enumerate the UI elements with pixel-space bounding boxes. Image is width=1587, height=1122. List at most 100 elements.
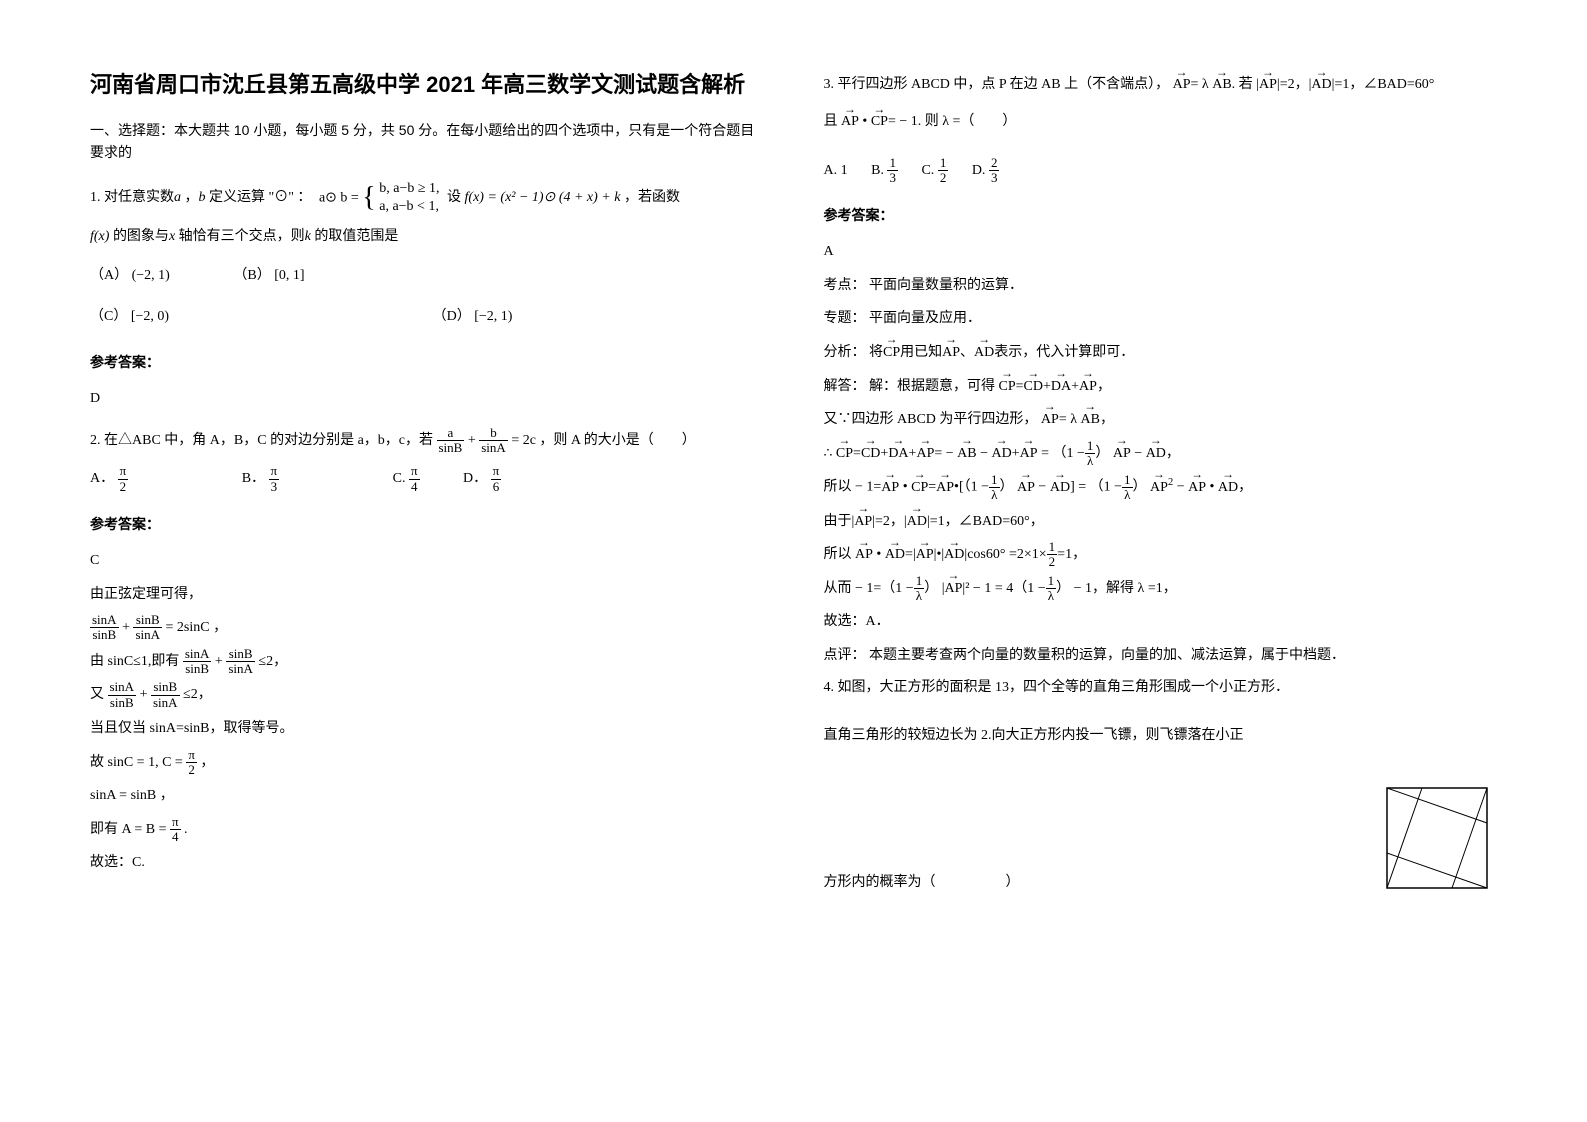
q2-optA-den: 2 — [118, 480, 129, 494]
q2-l3-f2n: sinB — [226, 647, 255, 662]
q3-option-c: C. 12 — [921, 154, 948, 188]
q3-l10b: （1 − — [881, 581, 913, 596]
question-3: 3. 平行四边形 ABCD 中，点 P 在边 AB 上（不含端点）， AP= λ… — [824, 70, 1498, 101]
q1-mid1: ， — [181, 190, 199, 205]
q2-optD-num: π — [491, 464, 502, 479]
q1-fx: f(x) = (x² − 1)⊙ (4 + x) + k — [465, 190, 621, 205]
q2-l4-plus: + — [140, 687, 148, 702]
q1-case-a: b, a−b ≥ 1, — [379, 181, 439, 196]
q2-answer-head: 参考答案： — [90, 514, 764, 534]
q2-l2-f1d: sinB — [90, 628, 119, 642]
question-4-row: 方形内的概率为（ ） — [824, 778, 1498, 908]
q2-l4-f2d: sinA — [151, 696, 180, 710]
question-4-line2: 直角三角形的较短边长为 2.向大正方形内投一飞镖，则飞镖落在小正 — [824, 721, 1498, 752]
square-diagram — [1367, 778, 1497, 908]
question-4-line1: 4. 如图，大正方形的面积是 13，四个全等的直角三角形围成一个小正方形． — [824, 673, 1498, 704]
q3-l7h: = （1 − — [1078, 480, 1122, 495]
q2-l6-num: π — [186, 748, 197, 763]
q3-l7a: 所以 − 1= — [824, 480, 882, 495]
q3-l2c: = − 1. 则 λ =（ ） — [888, 114, 1016, 129]
q3-l7fn2: 1 — [1122, 473, 1133, 488]
q3-l7fd: λ — [989, 488, 1000, 502]
q3-l6eqC: = （1 − — [1041, 446, 1085, 461]
vec-ap-2: AP — [1259, 70, 1277, 101]
q2-l3-f1n: sinA — [183, 647, 212, 662]
q1-option-c: （C） [−2, 0) — [90, 300, 169, 334]
q2-prefix: 2. 在△ABC 中，角 A，B，C 的对边分别是 a，b，c，若 — [90, 433, 433, 448]
vec-ap-12: AP — [1017, 471, 1035, 505]
q3-l7c: = — [928, 480, 936, 495]
q2-optA-num: π — [118, 464, 129, 479]
q3-l7g: ] — [1070, 480, 1075, 495]
q1-l2d: 轴恰有三个交点，则 — [175, 229, 305, 244]
document-title: 河南省周口市沈丘县第五高级中学 2021 年高三数学文测试题含解析 — [90, 70, 764, 101]
q2-l3-suf: ≤2， — [258, 654, 287, 669]
q3-l6plus: + — [1012, 446, 1020, 461]
q2-frac-b: bsinA — [479, 426, 508, 456]
question-1: 1. 对任意实数a ，b 定义运算 "⊙" ： a⊙ b = { b, a−b … — [90, 180, 764, 216]
q2-optC-num: π — [409, 464, 420, 479]
q1-case-b: a, a−b < 1, — [379, 199, 439, 214]
q3-sol-l12: 点评： 本题主要考查两个向量的数量积的运算，向量的加、减法运算，属于中档题． — [824, 639, 1498, 673]
q2-l8-num: π — [170, 815, 181, 830]
q3-l9d: |•| — [934, 547, 945, 562]
q2-optB-num: π — [269, 464, 280, 479]
q3-l10e: = 4（1 − — [995, 581, 1046, 596]
q2-optA-label: A． — [90, 471, 114, 486]
q2-optD-den: 6 — [491, 480, 502, 494]
q3-l7d: •[（1 − — [954, 480, 989, 495]
q2-l2-f2d: sinA — [133, 628, 162, 642]
q1-optB-label: （B） — [233, 268, 270, 283]
q3-l3b: 用已知 — [900, 345, 942, 360]
vec-ap-3: AP — [841, 107, 859, 138]
q2-l2-suf: ， — [210, 620, 228, 635]
q3-l9f: 2×1× — [1017, 547, 1047, 562]
q2-l4-pre: 又 — [90, 687, 104, 702]
q3-l9-fn: 1 — [1047, 540, 1058, 555]
q3-l9a: 所以 — [824, 547, 852, 562]
q3-l5b: = λ — [1059, 412, 1077, 427]
q3-option-a: A. 1 — [824, 154, 848, 188]
q3-option-b: B. 13 — [871, 154, 898, 188]
section-1-heading: 一、选择题：本大题共 10 小题，每小题 5 分，共 50 分。在每小题给出的四… — [90, 119, 764, 164]
q1-text: 1. 对任意实数a ，b 定义运算 "⊙" ： a⊙ b = { b, a−b … — [90, 190, 680, 205]
q3-l3a: 分析： 将 — [824, 345, 884, 360]
q2-l8-suf: . — [184, 822, 188, 837]
vec-cp-2: CP — [883, 336, 900, 370]
q3-option-d: D. 23 — [972, 154, 1000, 188]
q2-l2-f2n: sinB — [133, 613, 162, 628]
q2-l7-suf: ， — [156, 788, 174, 803]
q3-l8b: |=2，| — [872, 514, 907, 529]
q3-l9-fd: 2 — [1047, 555, 1058, 569]
q3-l10-fd2: λ — [1046, 589, 1057, 603]
q2-l3-plus: + — [215, 654, 223, 669]
q2-l4-f1n: sinA — [108, 680, 137, 695]
q3-l7i: ） — [1133, 480, 1147, 495]
q3-l7f: − — [1035, 480, 1046, 495]
q3-optB: B. — [871, 163, 884, 178]
q2-sol-l2: sinAsinB + sinBsinA = 2sinC ， — [90, 611, 764, 645]
q2-sol-l7: sinA = sinB ， — [90, 779, 764, 813]
q2-sol-l3: 由 sinC≤1,即有 sinAsinB + sinBsinA ≤2， — [90, 645, 764, 679]
vec-ap-13: AP — [1150, 471, 1168, 505]
q2-optC-label: C. — [393, 471, 406, 486]
q2-optC-den: 4 — [409, 480, 420, 494]
q3-l7j: − — [1173, 480, 1184, 495]
vec-ap-6: AP — [1041, 403, 1059, 437]
q1-optA: (−2, 1) — [132, 268, 170, 283]
q3-optB-n: 1 — [887, 156, 898, 171]
q3-l10g: ，解得 λ =1， — [1092, 581, 1177, 596]
q3-l2b: • — [859, 114, 871, 129]
question-1-line2: f(x) 的图象与x 轴恰有三个交点，则k 的取值范围是 — [90, 222, 764, 253]
q3-optC-d: 2 — [938, 171, 949, 185]
q2-l6-den: 2 — [186, 763, 197, 777]
q2-option-d: D． π6 — [463, 462, 501, 496]
vec-ap-14: AP — [1188, 471, 1206, 505]
q2-optB-label: B． — [242, 471, 265, 486]
vec-cp: CP — [871, 107, 888, 138]
q1-optD: [−2, 1) — [474, 309, 512, 324]
q3-l6eqE: − — [1131, 446, 1142, 461]
q2-optD-label: D． — [463, 471, 487, 486]
q1-lhs: a⊙ b = — [319, 190, 359, 205]
vec-ap-17: AP — [916, 538, 934, 572]
